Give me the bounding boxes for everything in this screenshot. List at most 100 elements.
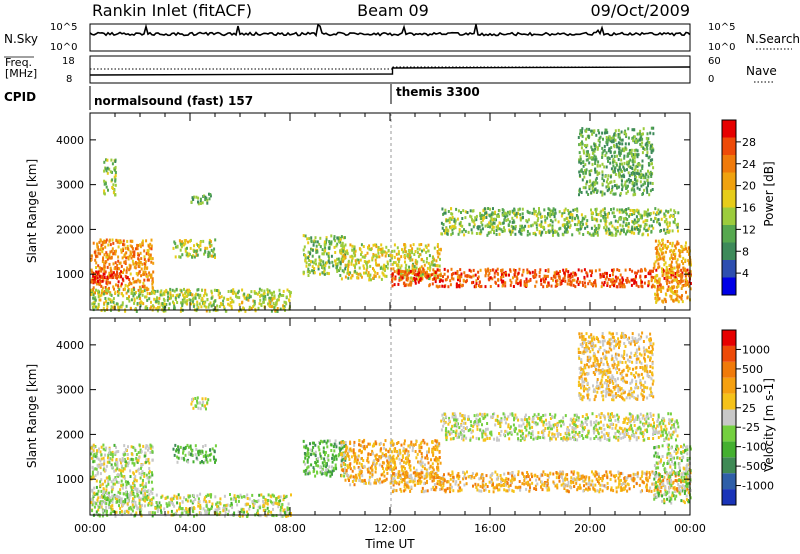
echo-cell-10 <box>641 167 644 170</box>
echo-cell-8 <box>486 269 489 273</box>
echo-cell-3 <box>190 402 193 406</box>
echo-cell-0 <box>148 246 151 250</box>
echo-cell-1 <box>274 501 277 505</box>
echo-cell-11 <box>689 261 692 265</box>
echo-cell-9 <box>604 217 607 221</box>
echo-cell-8 <box>398 278 401 282</box>
echo-cell-9 <box>511 220 514 224</box>
echo-cell-9 <box>577 220 580 224</box>
echo-cell-8 <box>472 280 475 284</box>
echo-cell-0 <box>91 456 93 460</box>
echo-cell-0 <box>152 280 154 284</box>
echo-cell-1 <box>101 279 104 283</box>
echo-cell-8 <box>489 276 492 280</box>
echo-cell-9 <box>527 218 530 222</box>
echo-cell-0 <box>110 249 113 253</box>
echo-cell-8 <box>615 277 618 281</box>
noise-panel: N.Sky 10^5 10^0 10^5 10^0 N.Search <box>4 22 800 53</box>
echo-cell-9 <box>637 231 640 235</box>
echo-cell-0 <box>127 255 129 259</box>
echo-cell-9 <box>562 233 565 237</box>
echo-cell-8 <box>650 269 653 273</box>
echo-cell-7 <box>436 245 439 248</box>
echo-cell-0 <box>106 257 109 261</box>
echo-cell-0 <box>119 488 122 492</box>
echo-cell-8 <box>438 279 441 283</box>
echo-cell-8 <box>397 272 400 276</box>
echo-cell-9 <box>616 226 619 229</box>
echo-cell-1 <box>99 501 101 505</box>
echo-cell-0 <box>138 471 141 475</box>
echo-cell-8 <box>607 277 610 281</box>
echo-cell-1 <box>181 511 184 515</box>
echo-cell-9 <box>461 224 464 228</box>
echo-cell-1 <box>272 507 274 511</box>
echo-cell-3 <box>196 401 199 405</box>
echo-cell-9 <box>636 220 639 224</box>
echo-cell-0 <box>135 272 138 275</box>
echo-cell-9 <box>457 232 460 236</box>
echo-cell-9 <box>541 215 544 219</box>
echo-cell-4 <box>181 253 184 257</box>
echo-cell-8 <box>563 271 566 275</box>
echo-cell-9 <box>643 210 646 214</box>
echo-cell-0 <box>143 454 146 458</box>
echo-cell-9 <box>590 226 593 230</box>
echo-cell-10 <box>613 155 616 158</box>
echo-cell-0 <box>103 493 106 497</box>
echo-cell-4 <box>314 452 317 456</box>
echo-cell-0 <box>138 443 141 447</box>
echo-cell-3 <box>223 305 226 309</box>
echo-cell-0 <box>151 282 154 286</box>
echo-cell-0 <box>150 480 153 484</box>
echo-cell-9 <box>606 212 609 216</box>
echo-cell-7 <box>340 244 343 248</box>
echo-cell-7 <box>385 265 388 268</box>
echo-cell-0 <box>101 462 104 466</box>
echo-cell-1 <box>160 511 163 514</box>
echo-cell-1 <box>284 509 287 513</box>
echo-cell-10 <box>579 169 582 173</box>
echo-cell-0 <box>108 275 111 279</box>
echo-cell-8 <box>457 278 459 282</box>
echo-cell-0 <box>96 242 99 246</box>
echo-cell-8 <box>484 285 487 289</box>
echo-cell-11 <box>687 246 690 250</box>
echo-cell-10 <box>614 150 617 154</box>
echo-cell-2 <box>105 158 107 162</box>
echo-cell-1 <box>219 497 222 501</box>
echo-cell-9 <box>534 210 537 214</box>
echo-cell-1 <box>134 503 137 507</box>
echo-cell-8 <box>412 271 415 275</box>
echo-cell-3 <box>273 305 276 309</box>
echo-cell-9 <box>442 223 445 226</box>
echo-cell-0 <box>148 273 151 277</box>
echo-cell-0 <box>91 450 94 454</box>
echo-cell-10 <box>633 160 636 164</box>
echo-cell-9 <box>463 233 466 237</box>
echo-cell-8 <box>421 277 424 281</box>
echo-cell-9 <box>652 219 655 223</box>
echo-cell-9 <box>512 226 515 230</box>
echo-cell-8 <box>533 273 536 277</box>
echo-cell-8 <box>402 270 405 274</box>
echo-cell-9 <box>519 228 521 231</box>
echo-cell-0 <box>147 478 150 482</box>
echo-cell-9 <box>675 223 678 227</box>
echo-cell-7 <box>382 272 385 276</box>
echo-cell-1 <box>223 508 226 512</box>
echo-cell-0 <box>92 456 95 460</box>
echo-cell-0 <box>141 480 144 484</box>
echo-cell-9 <box>451 228 454 232</box>
echo-cell-6 <box>333 237 336 241</box>
echo-cell-10 <box>636 169 639 173</box>
echo-cell-9 <box>644 222 647 226</box>
echo-cell-0 <box>113 493 116 497</box>
echo-cell-3 <box>171 288 174 292</box>
echo-cell-1 <box>143 504 146 508</box>
echo-cell-3 <box>271 293 273 297</box>
echo-cell-10 <box>603 148 606 152</box>
echo-cell-11 <box>661 247 664 250</box>
echo-cell-7 <box>404 266 407 270</box>
echo-cell-8 <box>401 276 404 280</box>
